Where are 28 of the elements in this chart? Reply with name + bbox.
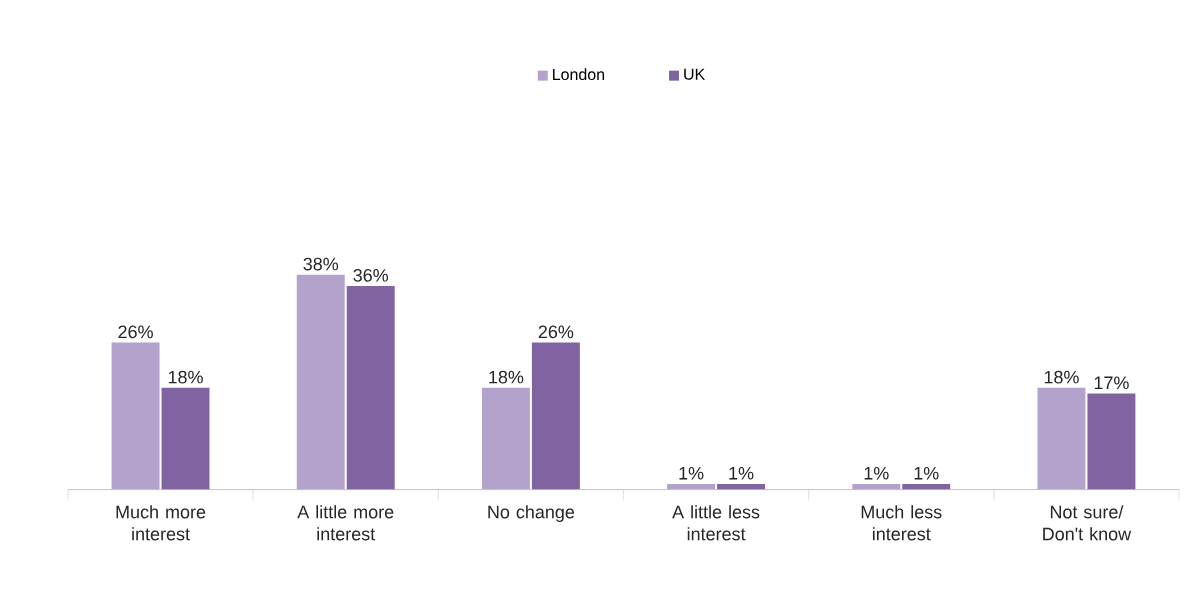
x-tick-label: No change xyxy=(488,505,575,523)
x-tick-label: Much less interest xyxy=(861,505,942,541)
data-label: 36% xyxy=(353,269,389,282)
data-label: 1% xyxy=(729,467,754,480)
data-label: 38% xyxy=(303,257,339,271)
bar xyxy=(296,275,345,490)
x-tick-label: Not sure/ Don't know xyxy=(1043,505,1132,541)
bar xyxy=(111,342,160,490)
data-label: 1% xyxy=(864,467,889,480)
bar xyxy=(161,388,210,490)
data-label: 18% xyxy=(168,370,203,384)
x-tick-label: A little more interest xyxy=(297,505,394,541)
legend-label: London xyxy=(553,68,605,81)
x-tick-label: A little less interest xyxy=(672,505,760,541)
data-label: 17% xyxy=(1094,376,1129,390)
bar xyxy=(531,342,580,490)
data-label: 1% xyxy=(914,467,939,480)
data-label: 26% xyxy=(118,325,153,339)
bar xyxy=(1037,388,1086,490)
data-label: 26% xyxy=(538,325,574,339)
x-tick-label: Much more interest xyxy=(116,505,206,541)
bar xyxy=(481,388,530,490)
bar xyxy=(1087,393,1136,490)
legend-label: UK xyxy=(684,68,706,81)
bar xyxy=(346,286,395,490)
data-label: 18% xyxy=(1044,370,1079,384)
data-label: 18% xyxy=(489,370,524,384)
data-label: 1% xyxy=(679,467,704,480)
